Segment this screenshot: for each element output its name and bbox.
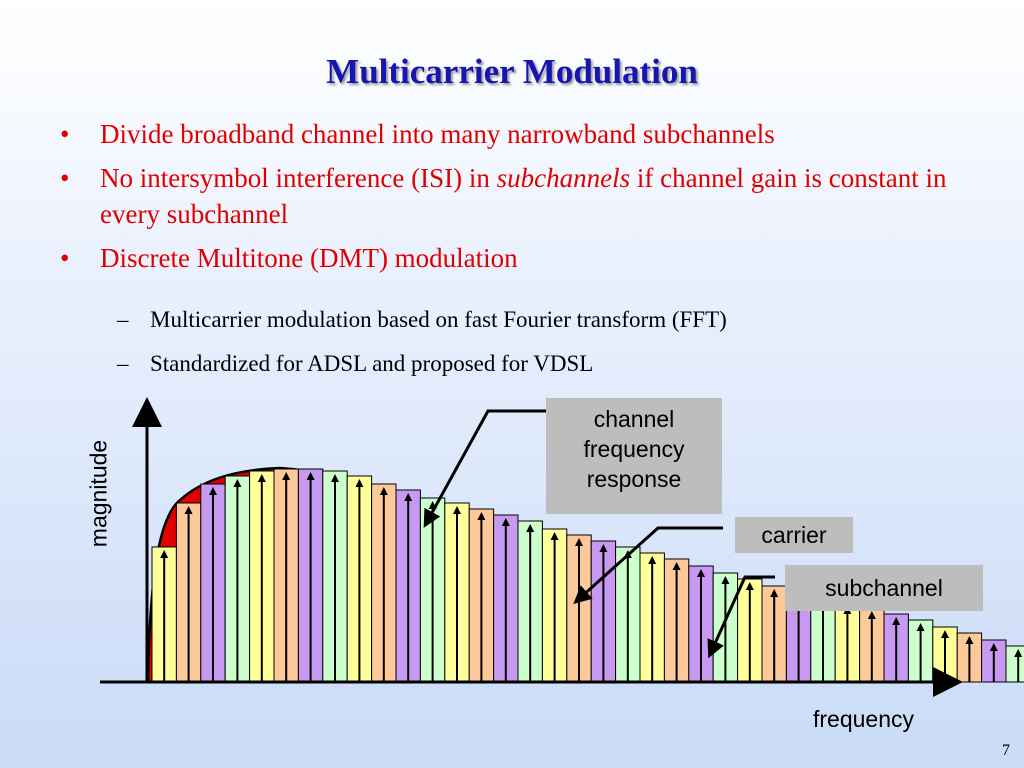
- bullet-text: Divide broadband channel into many narro…: [100, 119, 775, 149]
- carrier-arrowhead: [721, 576, 730, 584]
- carrier-arrowhead: [379, 487, 388, 495]
- carrier-arrowhead: [648, 556, 657, 564]
- carrier-arrowhead: [306, 472, 315, 480]
- carrier-arrowhead: [1014, 649, 1023, 657]
- carrier-arrowhead: [892, 617, 901, 625]
- carrier-arrowhead: [233, 479, 242, 487]
- carrier-label: carrier: [735, 517, 853, 553]
- carrier-arrowhead: [550, 532, 559, 540]
- subchannel-label: subchannel: [785, 565, 983, 611]
- bullet-item: • No intersymbol interference (ISI) in s…: [60, 160, 980, 232]
- bullet-text: Discrete Multitone (DMT) modulation: [100, 243, 518, 273]
- bullet-marker: •: [60, 243, 70, 273]
- carrier-arrowhead: [989, 643, 998, 651]
- bullet-item: • Divide broadband channel into many nar…: [60, 116, 980, 152]
- slide-number: 7: [1002, 742, 1010, 759]
- bullet-item: • Discrete Multitone (DMT) modulation: [60, 240, 980, 276]
- carrier-arrowhead: [184, 506, 193, 514]
- bullet-text-continued: if channel gain is constant in every sub…: [100, 163, 947, 229]
- x-axis-label: frequency: [813, 706, 915, 732]
- bullet-text: No intersymbol interference (ISI) in: [100, 163, 497, 193]
- carrier-pointer: [573, 526, 723, 605]
- carrier-arrowhead: [697, 569, 705, 577]
- carrier-arrowhead: [965, 636, 974, 644]
- bullet-marker: •: [60, 119, 70, 149]
- carrier-arrowhead: [257, 474, 266, 482]
- carrier-arrowhead: [453, 506, 461, 514]
- channel-response-label: channel frequency response: [546, 398, 722, 514]
- subbullet-text: Standardized for ADSL and proposed for V…: [150, 351, 594, 376]
- bullet-marker: •: [60, 163, 70, 193]
- subbullet-marker: –: [117, 351, 129, 376]
- carrier-arrowhead: [941, 630, 949, 638]
- carrier-arrowhead: [770, 589, 779, 597]
- carrier-arrowhead: [575, 538, 583, 546]
- carrier-arrowhead: [599, 544, 608, 552]
- subchannel-pointer: [707, 575, 775, 659]
- carrier-arrowhead: [404, 493, 413, 501]
- y-axis-label: magnitude: [85, 439, 112, 548]
- carrier-arrowhead: [282, 472, 291, 480]
- slide-title: Multicarrier Modulation: [326, 52, 698, 91]
- carrier-arrowhead: [745, 582, 754, 590]
- carrier-arrowhead: [916, 623, 925, 631]
- carrier-arrowhead: [526, 524, 535, 532]
- channel-response-pointer: [423, 409, 548, 528]
- bullet-list: • Divide broadband channel into many nar…: [60, 116, 980, 284]
- carrier-arrowhead: [160, 550, 169, 558]
- carrier-arrowhead: [501, 518, 510, 526]
- carrier-arrowhead: [477, 512, 486, 520]
- subchannel-bar: [1005, 645, 1024, 683]
- carrier-arrowhead: [672, 562, 681, 570]
- carrier-arrowhead: [355, 479, 364, 487]
- carrier-arrowhead: [331, 474, 339, 482]
- subbullet-text: Multicarrier modulation based on fast Fo…: [150, 307, 727, 332]
- carrier-arrowhead: [209, 487, 217, 495]
- subchannel-bars: [151, 468, 1024, 683]
- carrier-arrowhead: [867, 611, 876, 619]
- subbullet-marker: –: [117, 307, 129, 332]
- bullet-emphasis: subchannels: [496, 163, 631, 193]
